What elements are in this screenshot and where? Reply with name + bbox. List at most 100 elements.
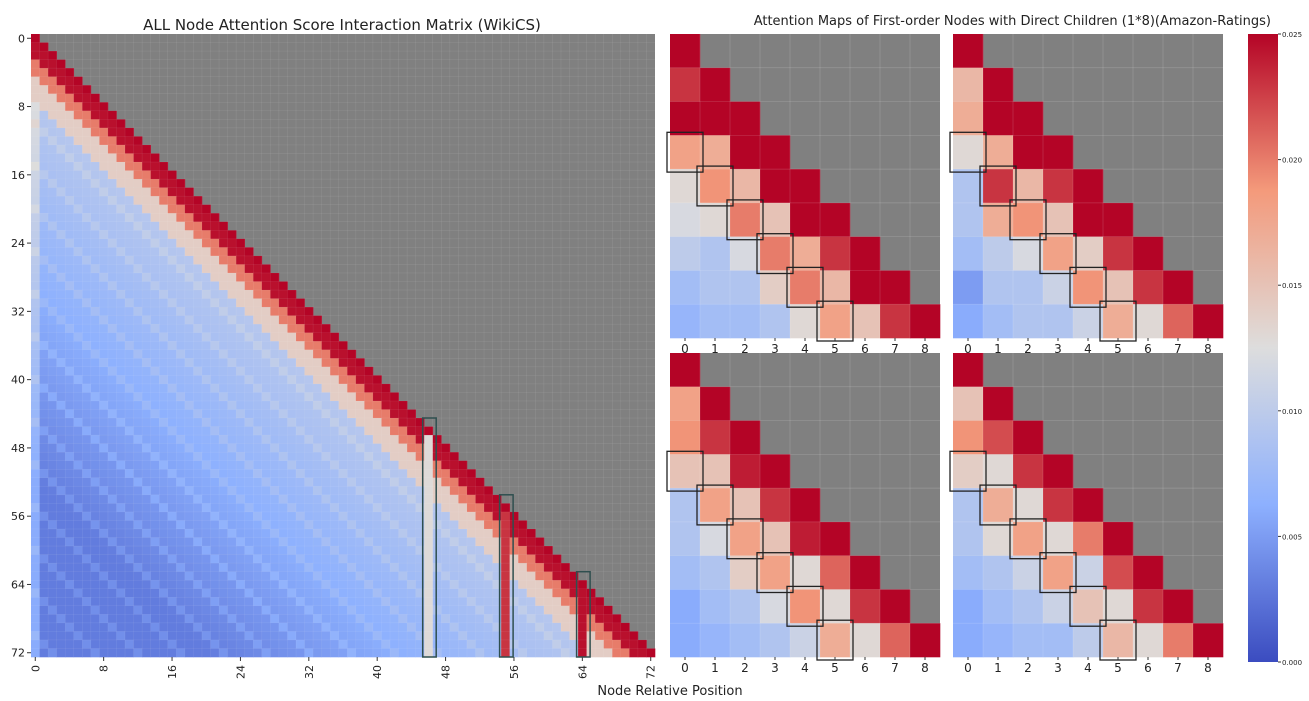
heatmap-cell: [227, 537, 237, 547]
heatmap-cell: [407, 477, 416, 487]
heatmap-cell: [125, 426, 134, 436]
heatmap-cell: [193, 554, 203, 564]
heatmap-cell: [39, 230, 49, 240]
heatmap-cell: [116, 392, 126, 402]
heatmap-cell: [330, 452, 340, 462]
heatmap-cell: [475, 537, 485, 547]
heatmap-cell: [184, 290, 194, 299]
heatmap-cell: [184, 264, 194, 274]
heatmap-cell: [330, 554, 340, 564]
heatmap-cell: [552, 639, 562, 649]
heatmap-cell: [82, 571, 92, 581]
heatmap-cell: [700, 101, 731, 136]
heatmap-cell: [287, 614, 297, 624]
heatmap-cell: [31, 59, 40, 69]
heatmap-cell: [253, 460, 263, 470]
heatmap-cell: [56, 597, 66, 607]
heatmap-cell: [31, 648, 40, 658]
heatmap-cell: [509, 528, 519, 538]
heatmap-cell: [227, 426, 237, 436]
heatmap-cell: [210, 622, 220, 632]
heatmap-cell: [90, 315, 100, 325]
heatmap-cell: [150, 247, 160, 257]
heatmap-cell: [176, 426, 186, 436]
heatmap-cell: [398, 452, 408, 462]
heatmap-cell: [73, 486, 83, 496]
heatmap-cell: [90, 341, 100, 351]
heatmap-cell: [364, 494, 374, 504]
heatmap-cell: [201, 230, 211, 240]
cell-highlight-box: [666, 131, 704, 173]
heatmap-cell: [56, 162, 66, 171]
heatmap-cell: [56, 588, 66, 598]
heatmap-cell: [107, 597, 117, 607]
heatmap-cell: [176, 554, 186, 564]
heatmap-cell: [253, 554, 263, 564]
heatmap-cell: [790, 304, 821, 339]
heatmap-cell: [304, 469, 314, 479]
heatmap-cell: [983, 67, 1014, 102]
heatmap-cell: [159, 272, 169, 282]
heatmap-cell: [432, 546, 442, 555]
heatmap-cell: [176, 486, 186, 496]
heatmap-cell: [73, 230, 83, 240]
heatmap-cell: [760, 304, 791, 339]
column-highlight-box: [575, 570, 591, 658]
heatmap-cell: [424, 639, 434, 649]
heatmap-cell: [167, 179, 177, 188]
heatmap-cell: [355, 563, 365, 572]
heatmap-cell: [760, 521, 791, 556]
heatmap-cell: [210, 460, 220, 470]
heatmap-cell: [424, 580, 434, 590]
heatmap-cell: [1013, 236, 1044, 271]
heatmap-cell: [39, 383, 49, 393]
heatmap-cell: [193, 315, 203, 325]
heatmap-cell: [407, 554, 416, 564]
heatmap-cell: [73, 537, 83, 547]
heatmap-cell: [159, 605, 169, 615]
heatmap-cell: [48, 571, 57, 581]
heatmap-cell: [415, 597, 425, 607]
heatmap-cell: [287, 349, 297, 359]
heatmap-cell: [48, 546, 57, 555]
colorbar-tick-label: 0.015: [1282, 282, 1302, 290]
heatmap-cell: [201, 511, 211, 521]
heatmap-cell: [159, 563, 169, 572]
heatmap-cell: [261, 418, 271, 427]
heatmap-cell: [167, 631, 177, 641]
heatmap-cell: [210, 264, 220, 274]
heatmap-cell: [116, 460, 126, 470]
heatmap-cell: [355, 375, 365, 385]
heatmap-cell: [330, 409, 340, 419]
heatmap-cell: [1013, 521, 1044, 556]
heatmap-cell: [304, 597, 314, 607]
heatmap-cell: [125, 520, 134, 530]
heatmap-cell: [210, 238, 220, 248]
heatmap-cell: [201, 409, 211, 419]
heatmap-cell: [983, 202, 1014, 237]
heatmap-cell: [219, 622, 228, 632]
heatmap-cell: [31, 272, 40, 282]
heatmap-cell: [458, 571, 468, 581]
heatmap-cell: [31, 264, 40, 274]
heatmap-cell: [1133, 555, 1164, 590]
heatmap-cell: [31, 597, 40, 607]
heatmap-cell: [236, 622, 245, 632]
heatmap-cell: [39, 76, 49, 86]
heatmap-cell: [31, 51, 40, 60]
heatmap-cell: [304, 537, 314, 547]
heatmap-cell: [880, 623, 911, 658]
heatmap-cell: [48, 400, 57, 410]
heatmap-cell: [458, 588, 468, 598]
heatmap-cell: [321, 631, 331, 641]
heatmap-cell: [116, 153, 126, 163]
heatmap-cell: [381, 443, 391, 453]
heatmap-cell: [1103, 555, 1134, 590]
heatmap-cell: [227, 409, 237, 419]
heatmap-cell: [407, 631, 416, 641]
heatmap-cell: [330, 358, 340, 368]
heatmap-cell: [304, 315, 314, 325]
heatmap-cell: [82, 409, 92, 419]
heatmap-cell: [321, 366, 331, 376]
